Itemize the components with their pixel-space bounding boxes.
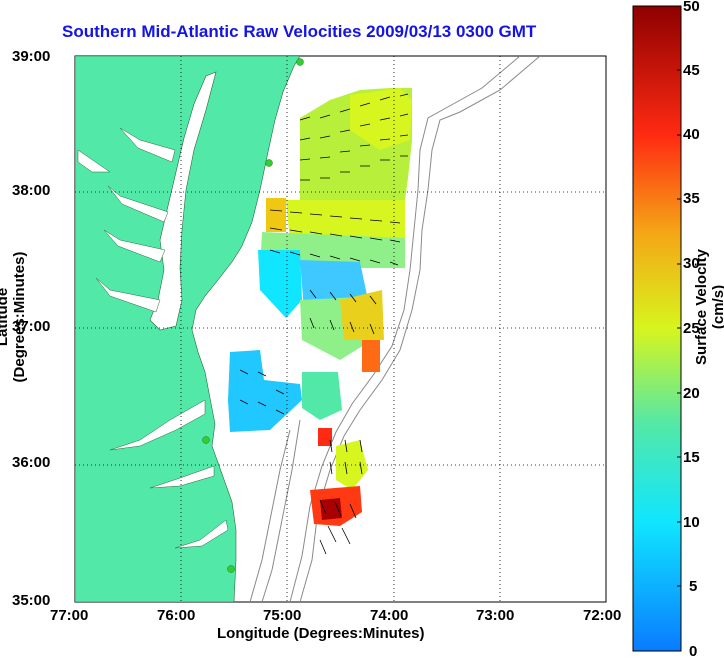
- x-tick-label: 77:00: [50, 607, 89, 624]
- x-tick-label: 74:00: [370, 607, 409, 624]
- y-tick-label: 39:00: [12, 48, 51, 65]
- bathymetry-contour: [249, 429, 291, 602]
- colorbar-tick: 35: [683, 190, 700, 207]
- colorbar-tick: 30: [683, 255, 700, 272]
- colorbar-tick: 5: [689, 578, 698, 595]
- bathymetry-contour: [261, 419, 301, 602]
- bathymetry-contour: [299, 56, 541, 602]
- colorbar-tick: 25: [683, 320, 700, 337]
- colorbar-tick: 20: [683, 385, 700, 402]
- radar-stations: [202, 58, 304, 573]
- colorbar: [632, 5, 682, 652]
- x-tick-label: 72:00: [583, 607, 622, 624]
- y-tick-label: 37:00: [12, 318, 51, 335]
- map-title: Southern Mid-Atlantic Raw Velocities 200…: [62, 22, 537, 41]
- x-tick-label: 73:00: [476, 607, 515, 624]
- colorbar-tick: 45: [683, 62, 700, 79]
- velocity-vectors: [239, 93, 409, 555]
- x-tick-label: 76:00: [157, 607, 196, 624]
- velocity-field: [228, 88, 412, 526]
- x-axis-label: Longitude (Degrees:Minutes): [217, 625, 425, 642]
- x-tick-label: 75:00: [263, 607, 302, 624]
- bathymetry-contour: [289, 56, 521, 602]
- y-tick-label: 38:00: [12, 182, 51, 199]
- colorbar-tick: 0: [689, 643, 698, 660]
- colorbar-tick: 40: [683, 126, 700, 143]
- colorbar-tick: 10: [683, 514, 700, 531]
- y-tick-label: 35:00: [12, 592, 51, 609]
- colorbar-tick: 15: [683, 449, 700, 466]
- land-mass: [75, 56, 301, 602]
- chesapeake-bay: [149, 71, 217, 331]
- y-tick-label: 36:00: [12, 454, 51, 471]
- colorbar-tick: 50: [683, 0, 700, 15]
